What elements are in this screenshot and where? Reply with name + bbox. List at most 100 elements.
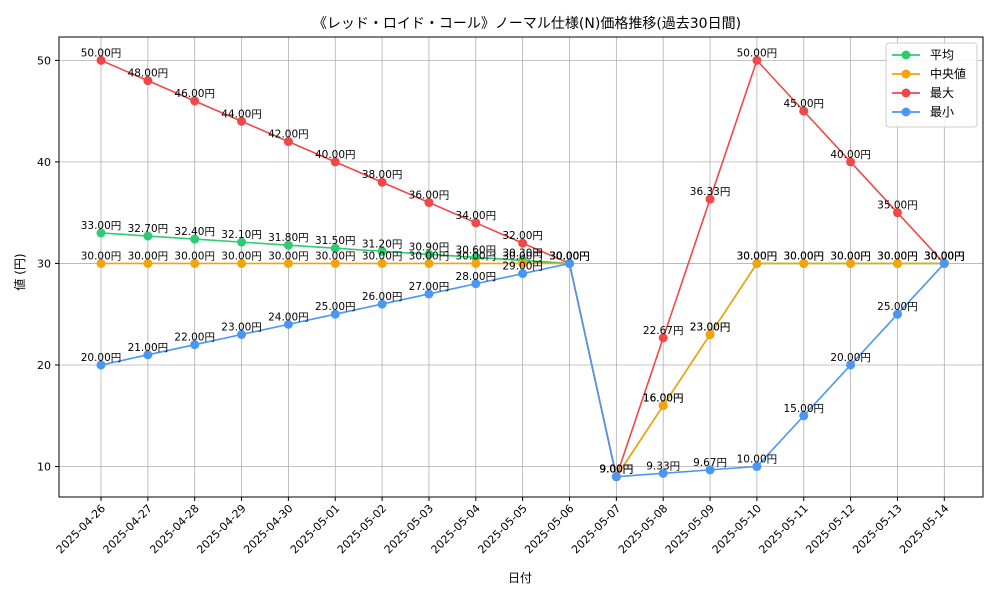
data-point [283,137,293,147]
data-label: 22.67円 [643,325,684,337]
data-label: 24.00円 [268,311,309,323]
data-label: 29.00円 [502,261,543,273]
data-label: 20.00円 [81,352,122,364]
data-point [96,258,106,268]
data-label: 30.00円 [174,250,215,262]
data-point [424,289,434,299]
data-point [518,238,528,248]
x-tick-label: 2025-04-28 [147,502,201,556]
data-label: 23.00円 [690,322,731,334]
x-tick-label: 2025-05-06 [522,502,576,556]
data-point [846,360,856,370]
legend-swatch-marker [901,50,911,60]
legend-label: 最大 [930,86,954,100]
data-point [283,240,293,250]
data-label: 30.00円 [268,250,309,262]
data-point [518,269,528,279]
data-label: 42.00円 [268,129,309,141]
data-point [330,243,340,253]
data-label: 31.20円 [362,238,403,250]
data-point [330,309,340,319]
data-point [190,340,200,350]
data-label: 30.00円 [924,250,965,262]
data-label: 23.00円 [690,322,731,334]
data-point [799,411,809,421]
data-label: 30.00円 [737,250,778,262]
x-tick-label: 2025-04-27 [101,502,155,556]
data-point [190,258,200,268]
data-point [96,55,106,65]
data-point [892,258,902,268]
data-point [799,258,809,268]
data-label: 32.70円 [128,223,169,235]
data-point [143,76,153,86]
data-point [143,231,153,241]
data-point [330,157,340,167]
data-label: 30.00円 [549,250,590,262]
y-tick-label: 50 [37,54,51,67]
x-tick-label: 2025-05-08 [616,502,670,556]
data-point [611,472,621,482]
data-point [471,279,481,289]
data-label: 44.00円 [221,108,262,120]
data-point [283,319,293,329]
data-label: 22.00円 [174,332,215,344]
data-label: 25.00円 [315,301,356,313]
data-label: 30.00円 [549,250,590,262]
data-point [237,258,247,268]
data-label: 10.00円 [737,454,778,466]
data-point [892,309,902,319]
data-label: 50.00円 [737,47,778,59]
data-label: 36.00円 [409,190,450,202]
data-point [658,468,668,478]
data-label: 50.00円 [81,47,122,59]
x-tick-label: 2025-05-04 [429,502,483,556]
data-label: 32.10円 [221,229,262,241]
x-tick-label: 2025-04-30 [241,502,295,556]
data-label: 9.67円 [693,457,727,469]
x-tick-label: 2025-05-01 [288,502,342,556]
data-point [752,462,762,472]
x-tick-label: 2025-05-10 [710,502,764,556]
data-label: 30.00円 [221,250,262,262]
data-label: 30.00円 [830,250,871,262]
data-point [518,258,528,268]
x-tick-label: 2025-05-11 [756,502,810,556]
data-point [377,299,387,309]
data-label: 20.00円 [830,352,871,364]
data-label: 30.00円 [924,250,965,262]
x-tick-label: 2025-05-02 [335,502,389,556]
data-point [939,258,949,268]
data-label: 27.00円 [409,281,450,293]
data-label: 26.00円 [362,291,403,303]
data-point [658,333,668,343]
data-label: 34.00円 [456,210,497,222]
data-label: 30.00円 [549,250,590,262]
x-tick-label: 2025-05-13 [850,502,904,556]
data-point [237,237,247,247]
y-axis-label: 値 (円) [12,253,27,290]
data-point [705,465,715,475]
data-point [705,194,715,204]
data-label: 23.00円 [221,322,262,334]
data-point [96,360,106,370]
data-point [846,157,856,167]
data-label: 30.00円 [81,250,122,262]
data-point [237,116,247,126]
data-label: 30.30円 [502,247,543,259]
data-point [143,350,153,360]
data-label: 30.00円 [737,250,778,262]
data-point [377,177,387,187]
data-label: 35.00円 [877,200,918,212]
data-label: 30.00円 [924,250,965,262]
data-label: 30.00円 [456,250,497,262]
data-label: 9.33円 [646,460,680,472]
data-label: 15.00円 [783,403,824,415]
data-label: 33.00円 [81,220,122,232]
data-label: 48.00円 [128,68,169,80]
data-label: 9.00円 [599,464,633,476]
data-point [892,208,902,218]
data-label: 9.00円 [599,464,633,476]
data-label: 16.00円 [643,393,684,405]
